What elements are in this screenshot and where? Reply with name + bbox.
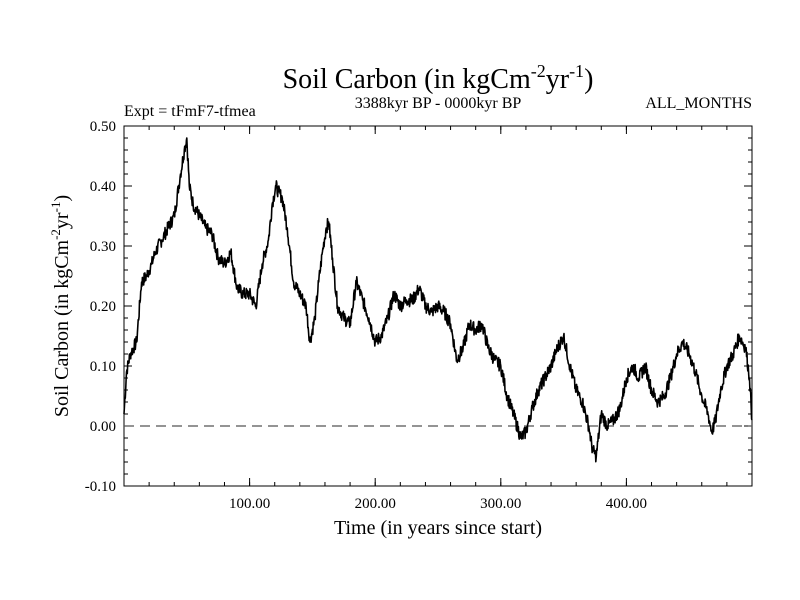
x-axis-label: Time (in years since start) — [334, 517, 542, 539]
ylabel-end: ) — [51, 195, 73, 202]
subtitle-experiment: Expt = tFmF7-tfmea — [124, 103, 256, 120]
ylabel-sup-2: -1 — [48, 202, 63, 213]
series-line-soil-carbon — [123, 137, 753, 463]
x-axis: 100.00 200.00 300.00 400.00 — [148, 126, 728, 512]
y-tick-label: 0.40 — [90, 179, 116, 195]
y-tick-label: 0.20 — [90, 299, 116, 315]
y-tick-label: 0.00 — [90, 419, 116, 435]
subtitle-months: ALL_MONTHS — [645, 95, 752, 112]
title-sup-1: -2 — [531, 61, 546, 81]
y-axis: -0.10 0.00 0.10 0.20 0.30 0.40 0.50 — [85, 119, 752, 495]
y-tick-label: 0.50 — [90, 119, 116, 135]
ylabel-mid: yr — [51, 212, 73, 229]
y-tick-label: 0.10 — [90, 359, 116, 375]
x-tick-label: 300.00 — [480, 496, 521, 512]
subtitle-time-range: 3388kyr BP - 0000kyr BP — [355, 95, 522, 112]
ylabel-main: Soil Carbon (in kgCm — [51, 239, 73, 417]
title-mid: yr — [546, 64, 570, 95]
title-sup-2: -1 — [569, 61, 584, 81]
x-tick-label: 200.00 — [355, 496, 396, 512]
chart-title: Soil Carbon (in kgCm-2yr-1) — [283, 61, 594, 95]
y-tick-label: -0.10 — [85, 479, 116, 495]
title-main: Soil Carbon (in kgCm — [283, 64, 531, 95]
title-end: ) — [584, 64, 593, 95]
y-axis-label: Soil Carbon (in kgCm-2yr-1) — [48, 195, 73, 417]
ylabel-sup-1: -2 — [48, 229, 63, 240]
x-tick-label: 100.00 — [229, 496, 270, 512]
y-tick-label: 0.30 — [90, 239, 116, 255]
x-tick-label: 400.00 — [606, 496, 647, 512]
